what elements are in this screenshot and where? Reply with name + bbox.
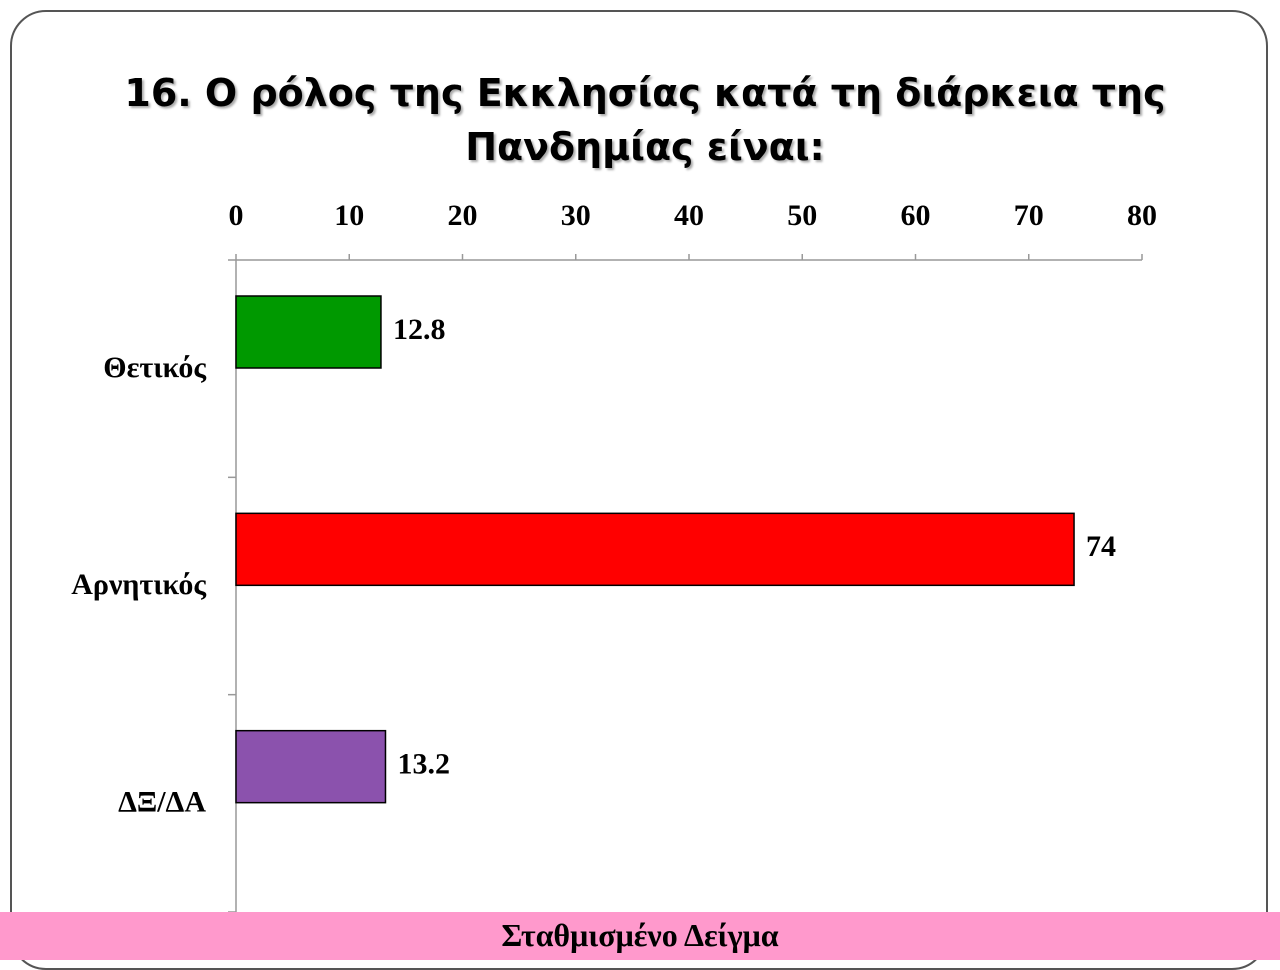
chart-title: 16. Ο ρόλος της Εκκλησίας κατά τη διάρκε… [124,71,1166,169]
x-tick-label: 10 [334,199,364,232]
x-tick-label: 70 [1014,199,1044,232]
value-label: 74 [1086,530,1116,563]
value-label: 12.8 [393,313,446,346]
x-tick-label: 50 [787,199,817,232]
bar [235,729,387,804]
x-tick-label: 0 [229,199,244,232]
x-tick-label: 30 [561,199,591,232]
bar [235,512,1075,587]
chart: 0 10 20 30 40 50 60 70 80 Θετικός 12.8 Αρνητικός 74 Δ… [71,199,1157,912]
value-label: 13.2 [397,748,450,781]
y-tick-label: ΔΞ/ΔΑ [118,786,206,819]
y-tick-label: Αρνητικός [71,568,206,601]
bar [235,295,382,369]
x-tick-label: 40 [674,199,704,232]
x-tick-label: 80 [1127,199,1157,232]
y-tick-label: Θετικός [103,351,206,384]
x-tick-label: 60 [901,199,931,232]
footer: Σταθμισμένο Δείγμα [0,912,1280,960]
x-tick-label: 20 [448,199,478,232]
